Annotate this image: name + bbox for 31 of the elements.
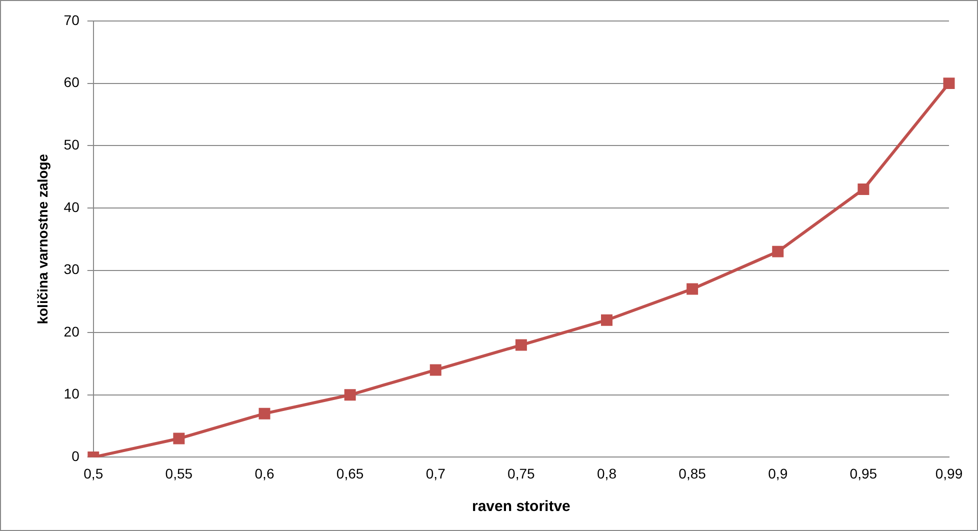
y-tick-label: 70 <box>64 12 80 28</box>
y-tick-label: 40 <box>64 198 80 215</box>
x-tick-label: 0,5 <box>84 465 104 482</box>
x-tick-label: 0,95 <box>850 465 878 482</box>
point <box>344 389 356 401</box>
point <box>601 314 612 326</box>
x-tick-label: 0,85 <box>678 465 706 482</box>
y-axis-title: količina varnostne zaloge <box>34 154 50 324</box>
y-tick-label: 50 <box>64 136 80 152</box>
x-tick-label: 0,7 <box>426 465 446 482</box>
point <box>772 246 784 258</box>
x-tick-label: 0,65 <box>336 465 364 482</box>
point <box>430 364 442 376</box>
x-tick-label: 0,8 <box>597 465 617 482</box>
point <box>686 283 698 295</box>
y-tick-label: 30 <box>64 261 80 278</box>
point <box>258 408 270 420</box>
point <box>173 432 185 444</box>
point <box>858 184 870 195</box>
x-tick-label: 0,75 <box>508 465 536 482</box>
x-tick-label: 0,9 <box>768 465 788 482</box>
point <box>943 78 955 90</box>
x-tick-label: 0,6 <box>254 465 274 482</box>
x-tick-label: 0,99 <box>935 465 963 482</box>
y-tick-label: 20 <box>64 323 80 340</box>
point <box>515 339 527 351</box>
x-axis-title: raven storitve <box>472 498 570 516</box>
y-tick-label: 10 <box>64 386 80 402</box>
y-tick-label: 60 <box>64 74 80 90</box>
x-tick-label: 0,55 <box>165 465 193 482</box>
y-tick-label: 0 <box>72 448 80 464</box>
